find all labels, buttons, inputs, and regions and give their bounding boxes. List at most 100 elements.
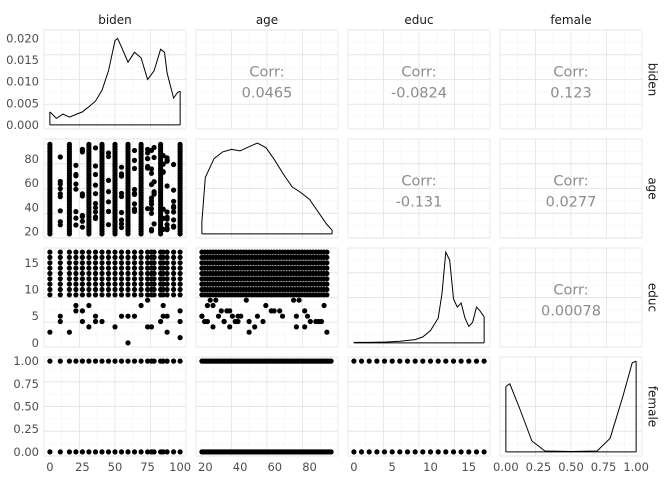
data-point (105, 199, 112, 205)
y-tick-label: 10 (24, 282, 39, 296)
data-point (296, 297, 302, 303)
panel-female-female (499, 356, 643, 457)
x-tick-label: 0.25 (526, 460, 552, 474)
data-point (57, 254, 63, 260)
data-point (177, 141, 183, 147)
data-point (99, 358, 105, 364)
strip-label-female: female (550, 13, 591, 27)
data-point (92, 171, 99, 178)
data-point (151, 249, 157, 255)
density-line-biden (49, 37, 181, 120)
data-point (105, 249, 112, 255)
data-point (177, 318, 183, 325)
data-point (151, 260, 157, 266)
data-point (47, 449, 53, 455)
data-point (73, 181, 79, 187)
data-point (118, 221, 125, 227)
data-point (131, 265, 138, 271)
data-point (151, 265, 157, 271)
data-point (99, 249, 105, 255)
data-point (99, 265, 105, 271)
data-point (435, 449, 441, 455)
x-tick-label: 20 (198, 460, 213, 474)
data-point (215, 313, 222, 319)
data-point (57, 292, 63, 298)
density-line-educ (353, 250, 485, 343)
data-point (66, 276, 72, 282)
data-point (148, 195, 155, 201)
data-point (160, 281, 166, 287)
y-tick-label: 0.000 (6, 118, 39, 132)
data-point (57, 313, 63, 319)
y-tick-label: 0.00 (13, 445, 39, 459)
data-point (118, 171, 125, 177)
data-point (47, 292, 53, 298)
data-point (171, 281, 177, 287)
data-point (238, 313, 244, 319)
data-point (47, 276, 53, 282)
data-point (57, 186, 63, 192)
data-point (145, 165, 151, 171)
corr-label: Corr: (553, 283, 588, 299)
panel-educ-educ (347, 247, 491, 348)
data-point (112, 286, 118, 293)
data-point (112, 358, 118, 364)
data-point (246, 329, 252, 335)
data-point (366, 449, 372, 455)
y-tick-label: 0.015 (6, 53, 39, 67)
data-point (148, 324, 155, 330)
data-point (131, 157, 138, 163)
data-point (145, 449, 151, 455)
data-point (263, 302, 269, 309)
data-point (324, 249, 330, 255)
data-point (218, 308, 224, 314)
data-point (118, 292, 125, 298)
data-point (79, 286, 85, 293)
data-point (131, 191, 138, 197)
data-point (118, 276, 125, 282)
data-point (160, 161, 166, 167)
data-point (210, 302, 216, 309)
data-point (92, 281, 99, 287)
data-point (171, 217, 177, 223)
data-point (397, 449, 403, 455)
data-point (221, 318, 227, 325)
data-point (131, 358, 138, 364)
data-point (160, 313, 166, 319)
data-point (131, 292, 138, 298)
data-point (148, 210, 155, 216)
corr-label: Corr: (553, 174, 588, 190)
data-point (171, 223, 177, 229)
data-point (160, 449, 166, 455)
data-point (125, 358, 131, 364)
data-point (73, 276, 79, 282)
data-point (99, 449, 105, 455)
data-point (105, 153, 112, 160)
corr-value-biden_age: 0.0465 (242, 86, 293, 102)
data-point (105, 208, 112, 215)
data-point (47, 358, 53, 364)
data-point (73, 162, 79, 168)
data-point (164, 209, 170, 215)
data-point (164, 358, 170, 364)
data-point (351, 358, 357, 364)
data-point (151, 292, 157, 298)
y-tick-label: 15 (24, 256, 39, 270)
data-point (171, 276, 177, 282)
data-point (420, 449, 426, 455)
data-point (105, 254, 112, 260)
data-point (125, 249, 131, 255)
data-point (427, 358, 434, 364)
data-point (151, 358, 157, 364)
data-point (171, 203, 177, 209)
data-point (118, 265, 125, 271)
y-tick-label: 0.005 (6, 96, 39, 110)
data-point (324, 276, 330, 282)
x-tick-label: 50 (108, 460, 123, 474)
data-point (99, 276, 105, 282)
data-point (145, 286, 151, 293)
corr-value-biden_female: 0.123 (550, 86, 592, 102)
data-point (324, 270, 330, 277)
data-point (86, 449, 92, 455)
data-point (160, 226, 166, 232)
